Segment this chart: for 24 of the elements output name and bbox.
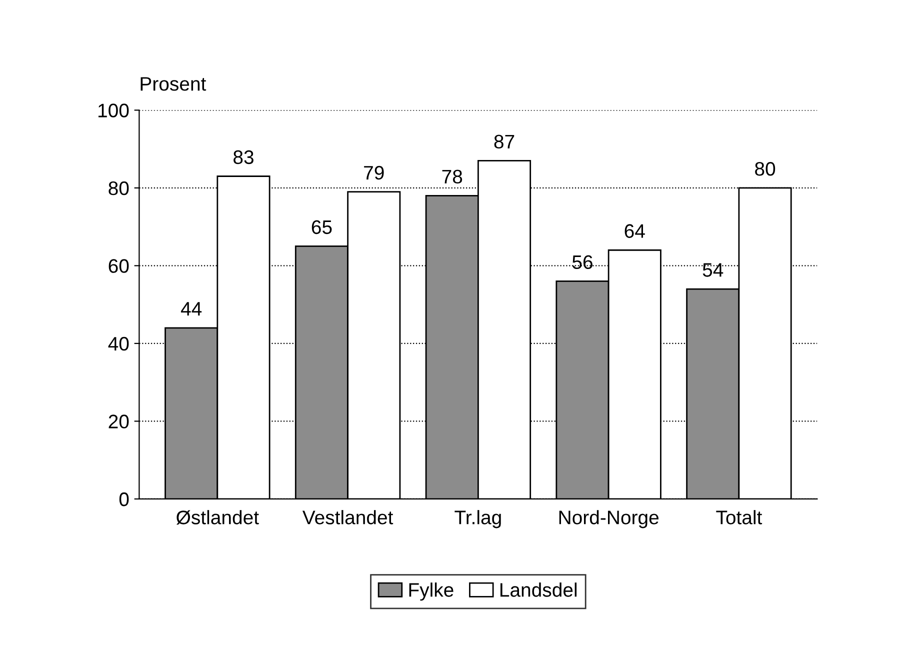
y-axis-title: Prosent [140, 77, 206, 91]
data-label: 80 [755, 162, 776, 176]
data-label: 44 [180, 302, 202, 316]
y-tick-label: 80 [108, 181, 129, 196]
y-tick-label: 60 [108, 259, 129, 273]
x-tick-label: Tr.lag [454, 510, 501, 528]
data-label: 87 [494, 134, 514, 149]
x-tick-label: Østlandet [176, 510, 259, 525]
data-label: 56 [572, 255, 592, 270]
y-tick-label: 100 [98, 104, 129, 118]
data-label: 65 [312, 220, 332, 234]
data-label: 54 [702, 263, 724, 277]
legend-label: Landsdel [500, 582, 577, 597]
data-label: 78 [442, 170, 462, 184]
data-label: 64 [624, 224, 645, 238]
x-tick-label: Nord-Norge [559, 510, 658, 528]
x-tick-label: Vestlandet [302, 510, 394, 524]
y-tick-label: 0 [119, 492, 129, 506]
data-label: 79 [364, 166, 384, 180]
data-label: 83 [234, 150, 254, 164]
x-tick-label: Totalt [716, 510, 762, 524]
legend-label: Fylke [409, 582, 454, 601]
y-tick-label: 20 [108, 414, 129, 428]
y-tick-label: 40 [108, 336, 129, 351]
